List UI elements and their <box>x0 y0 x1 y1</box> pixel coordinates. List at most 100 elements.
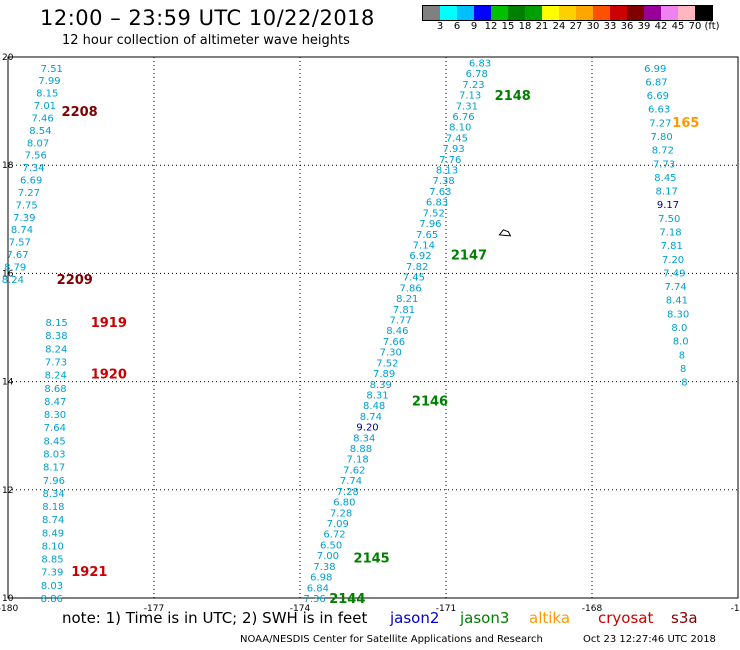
swh-value: 7.73 <box>45 358 67 369</box>
swh-value: 7.74 <box>340 476 362 487</box>
swh-value: 8.13 <box>436 166 458 177</box>
map-frame <box>7 56 739 599</box>
pass-label: 165 <box>672 116 699 131</box>
swh-value: 7.75 <box>15 200 37 211</box>
swh-value: 7.76 <box>439 155 461 166</box>
swh-value: 7.62 <box>343 465 365 476</box>
swh-value: 7.99 <box>38 76 60 87</box>
lat-tick-label: 12 <box>2 486 13 496</box>
swh-value: 8 <box>681 378 687 389</box>
swh-value: 7.56 <box>25 151 47 162</box>
swh-value: 8.74 <box>42 515 64 526</box>
color-scale-label: 15 <box>501 21 515 32</box>
swh-value: 8.86 <box>41 594 63 605</box>
swh-value: 7.20 <box>662 255 684 266</box>
swh-value: 8.41 <box>666 296 688 307</box>
swh-value: 8.10 <box>42 541 64 552</box>
color-swatch <box>576 6 593 20</box>
swh-value: 7.52 <box>423 208 445 219</box>
swh-value: 8.31 <box>366 390 388 401</box>
swh-value: 8 <box>680 364 686 375</box>
color-scale-label: 70 <box>688 21 702 32</box>
swh-value: 6.69 <box>20 176 42 187</box>
swh-value: 8.48 <box>363 401 385 412</box>
swh-value: 8.0 <box>673 337 689 348</box>
swh-value: 6.83 <box>469 58 491 69</box>
swh-value: 7.81 <box>393 305 415 316</box>
swh-value: 7.51 <box>41 64 63 75</box>
legend-jason2: jason2 <box>390 609 440 627</box>
swh-value: 6.87 <box>645 77 667 88</box>
swh-value: 8.34 <box>353 433 375 444</box>
lat-tick-label: 18 <box>2 161 14 171</box>
swh-value: 7.52 <box>376 358 398 369</box>
lat-tick-label: 16 <box>2 269 14 279</box>
swh-value: 7.30 <box>380 348 402 359</box>
swh-value: 7.31 <box>456 101 478 112</box>
swh-value: 7.36 <box>303 594 325 605</box>
swh-value: 8.07 <box>27 138 49 149</box>
swh-value: 8.0 <box>671 323 687 334</box>
swh-value: 7.96 <box>43 476 65 487</box>
swh-value: 7.14 <box>413 241 435 252</box>
swh-value: 8.38 <box>45 331 67 342</box>
swh-value: 8.47 <box>44 397 66 408</box>
color-scale-label: 30 <box>586 21 600 32</box>
swh-value: 7.45 <box>446 133 468 144</box>
swh-value: 8.85 <box>41 555 63 566</box>
island-shape <box>498 229 512 237</box>
swh-value: 7.39 <box>41 568 63 579</box>
swh-value: 7.38 <box>433 176 455 187</box>
swh-value: 7.23 <box>462 80 484 91</box>
color-swatch <box>610 6 627 20</box>
pass-label: 2209 <box>57 273 93 288</box>
swh-value: 8.74 <box>11 225 33 236</box>
legend-cryosat: cryosat <box>598 609 654 627</box>
color-swatch <box>593 6 610 20</box>
lat-tick-label: 20 <box>2 53 14 63</box>
pass-label: 2208 <box>62 105 98 120</box>
pass-label: 1920 <box>91 367 127 382</box>
swh-value: 7.49 <box>663 268 685 279</box>
color-scale-label: 3 <box>436 21 444 32</box>
swh-value: 7.93 <box>442 144 464 155</box>
legend-jason3: jason3 <box>460 609 510 627</box>
swh-value: 6.80 <box>333 498 355 509</box>
color-scale-label: 27 <box>569 21 583 32</box>
color-scale-label: 33 <box>603 21 617 32</box>
swh-value: 7.46 <box>32 113 54 124</box>
color-swatch <box>661 6 678 20</box>
swh-value: 8.18 <box>42 502 64 513</box>
color-scale-labels: 3 6 9 12 15 18 21 24 27 30 33 36 39 42 45 70 (ft) <box>422 21 740 35</box>
swh-value: 8.21 <box>396 294 418 305</box>
color-swatch <box>695 6 712 20</box>
swh-value: 7.27 <box>649 118 671 129</box>
swh-value: 6.78 <box>466 69 488 80</box>
swh-value: 7.66 <box>383 337 405 348</box>
lat-tick-label: 14 <box>2 378 14 388</box>
swh-value: 8.45 <box>654 173 676 184</box>
swh-value: 8.24 <box>45 344 67 355</box>
color-swatch <box>678 6 695 20</box>
swh-value: 7.28 <box>330 508 352 519</box>
swh-value: 7.77 <box>390 315 412 326</box>
color-scale-label: 18 <box>518 21 532 32</box>
swh-value: 7.00 <box>317 551 339 562</box>
swh-value: 6.63 <box>648 105 670 116</box>
swh-value: 7.64 <box>44 423 66 434</box>
swh-value: 8.17 <box>656 187 678 198</box>
color-swatch <box>542 6 559 20</box>
lat-tick-label: 10 <box>2 594 14 604</box>
swh-value: 7.18 <box>346 455 368 466</box>
color-scale-label: 42 <box>654 21 668 32</box>
swh-value: 9.17 <box>657 200 679 211</box>
swh-value: 8.49 <box>42 528 64 539</box>
legend: note: 1) Time is in UTC; 2) SWH is in fe… <box>0 609 740 629</box>
swh-value: 7.73 <box>653 159 675 170</box>
color-scale-label: 24 <box>552 21 566 32</box>
swh-value: 9.20 <box>356 423 378 434</box>
swh-value: 8.88 <box>350 444 372 455</box>
swh-value: 8.17 <box>43 463 65 474</box>
swh-value: 6.83 <box>426 198 448 209</box>
